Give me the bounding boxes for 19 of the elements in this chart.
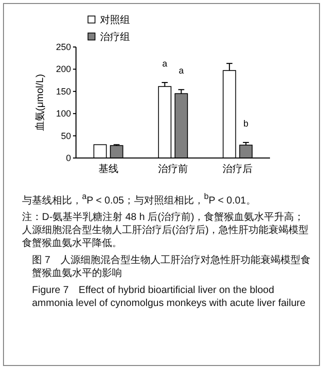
x-tick-label: 基线 xyxy=(98,163,118,175)
legend-label: 治疗组 xyxy=(100,31,130,43)
y-tick-label: 50 xyxy=(60,130,71,141)
text: 与基线相比，$^{a}$P < 0.05；与对照组相比，$^{b}$P < 0.01。 xyxy=(22,190,257,208)
y-axis-title: 血氨(μmol/L) xyxy=(34,74,46,131)
y-tick-label: 200 xyxy=(56,64,71,74)
y-tick-label: 0 xyxy=(66,153,71,163)
caption: Figure 7 Effect of hybrid bioartificial liver on the blood ammonia level of cynomolgus monkeys with acute liver failure xyxy=(31,284,306,310)
annotation: a xyxy=(162,58,168,69)
annotation: a xyxy=(178,66,184,76)
y-tick-label: 250 xyxy=(56,42,71,52)
text: 注：D-氨基半乳糖注射 48 h 后(治疗前)，食蟹猴血氨水平升高；人源细胞混合型生物人工肝治疗后(治疗后)，急性肝功能衰竭模型食蟹猴血氨水平降低。 xyxy=(22,211,310,250)
annotation: b xyxy=(243,118,248,128)
x-tick-label: 治疗后 xyxy=(222,163,253,175)
legend-label: 对照组 xyxy=(100,14,130,26)
caption: 图 7 人源细胞混合型生物人工肝治疗对急性肝功能衰竭模型食蟹猴血氨水平的影响 xyxy=(31,254,312,280)
y-tick-label: 150 xyxy=(56,86,71,96)
y-tick-label: 100 xyxy=(56,108,71,119)
x-tick-label: 治疗前 xyxy=(158,163,188,175)
